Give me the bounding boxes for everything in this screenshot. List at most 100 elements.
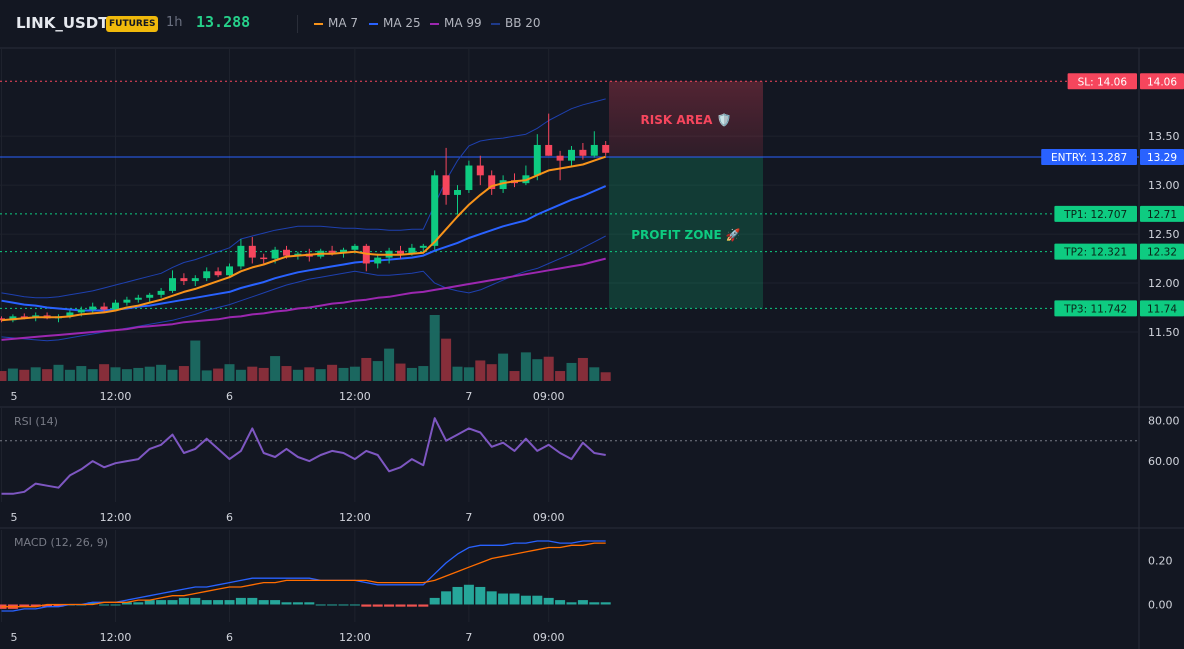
volume-bar [121, 369, 132, 381]
candle-body [556, 155, 564, 161]
macd-histogram-bar [532, 595, 543, 605]
macd-histogram-bar [224, 600, 235, 605]
candle-body [89, 306, 97, 310]
rsi-title: RSI (14) [14, 415, 58, 428]
candle-body [533, 144, 541, 176]
legend-ma99[interactable]: MA 99 [430, 16, 482, 30]
macd-histogram-bar [577, 600, 588, 605]
volume-bar [235, 369, 246, 381]
volume-bar [292, 369, 303, 381]
time-axis-label: 7 [465, 511, 472, 524]
level-axis-tag-sl [1140, 73, 1184, 90]
timeframe-label[interactable]: 1h [166, 15, 183, 30]
level-axis-label: 12.71 [1147, 209, 1177, 221]
candle-body [66, 312, 74, 317]
candle-body [271, 249, 279, 259]
volume-bar [315, 369, 326, 381]
macd-histogram-bar [543, 597, 554, 605]
volume-bar [509, 371, 520, 381]
volume-bar [156, 364, 167, 381]
volume-bar [384, 348, 395, 381]
volume-bar [76, 366, 87, 381]
macd-histogram-bar [349, 604, 360, 606]
legend-ma7[interactable]: MA 7 [314, 16, 358, 30]
legend-bb20-label: BB 20 [505, 16, 541, 30]
price-axis-label: 12.50 [1148, 228, 1180, 241]
macd-histogram-bar [167, 600, 178, 605]
market-type-badge: FUTURES [106, 16, 159, 32]
bb-upper-line [1, 98, 606, 299]
time-axis-label: 5 [11, 390, 18, 403]
candle-body [100, 306, 108, 310]
candle-body [157, 290, 165, 295]
volume-bar [532, 359, 543, 381]
risk-area-box [609, 81, 763, 158]
price-axis-label: 11.50 [1148, 326, 1180, 339]
time-axis-label: 09:00 [533, 511, 565, 524]
macd-histogram-bar [452, 586, 463, 605]
level-axis-tag-entry [1140, 149, 1184, 166]
macd-histogram-bar [99, 604, 110, 606]
time-axis-label: 7 [465, 631, 472, 644]
candle-body [169, 278, 176, 291]
candle-body [248, 245, 256, 258]
volume-bar [133, 367, 144, 381]
volume-bar [600, 372, 611, 381]
volume-bar [463, 367, 474, 381]
profit-zone-label: PROFIT ZONE 🚀 [631, 228, 741, 242]
symbol-name[interactable]: LINK_USDT [16, 14, 109, 32]
volume-bar [178, 366, 189, 381]
macd-histogram-bar [361, 604, 372, 607]
candle-body [499, 180, 507, 190]
candle-body [123, 299, 131, 303]
candle-body [328, 250, 336, 253]
candle-body [431, 175, 439, 246]
legend-ma25-label: MA 25 [383, 16, 421, 30]
candle-body [351, 245, 359, 250]
time-axis-label: 6 [226, 390, 233, 403]
macd-signal-line [1, 542, 606, 608]
volume-bar [110, 367, 121, 381]
macd-histogram-bar [19, 604, 30, 607]
rsi-line [1, 417, 606, 495]
level-tag-label: ENTRY: 13.287 [1051, 152, 1127, 164]
rsi-axis-label: 80.00 [1148, 414, 1180, 427]
macd-histogram-bar [53, 604, 64, 607]
level-axis-tag-tp1 [1140, 205, 1184, 222]
legend-ma99-label: MA 99 [444, 16, 482, 30]
volume-bar [0, 371, 7, 381]
candle-body [237, 245, 245, 267]
volume-bar [144, 366, 155, 381]
volume-bar [190, 340, 201, 381]
macd-histogram-bar [441, 591, 452, 605]
volume-bar [167, 369, 178, 381]
macd-histogram-bar [247, 597, 258, 605]
level-axis-label: 13.29 [1147, 152, 1177, 164]
profit-zone-box [609, 157, 763, 309]
legend-ma7-swatch [314, 22, 323, 25]
legend-ma25[interactable]: MA 25 [369, 16, 421, 30]
level-axis-tag-tp2 [1140, 243, 1184, 260]
macd-histogram-bar [475, 586, 486, 605]
time-axis-label: 6 [226, 511, 233, 524]
volume-bar [327, 364, 338, 381]
macd-histogram-bar [498, 593, 509, 605]
macd-histogram-bar [589, 602, 600, 605]
level-axis-label: 12.32 [1147, 247, 1177, 259]
legend-ma7-label: MA 7 [328, 16, 359, 30]
level-tag-label: SL: 14.06 [1078, 76, 1128, 88]
macd-histogram-bar [486, 591, 497, 605]
volume-bar [53, 364, 64, 381]
candle-body [602, 144, 610, 153]
level-axis-tag-tp3 [1140, 300, 1184, 317]
volume-bar [19, 369, 30, 381]
time-axis-label: 12:00 [100, 631, 132, 644]
macd-histogram-bar [42, 604, 53, 607]
volume-bar [589, 367, 600, 381]
candle-body [568, 149, 575, 161]
volume-bar [577, 357, 588, 381]
volume-bar [99, 364, 110, 381]
legend-bb20[interactable]: BB 20 [491, 16, 541, 30]
macd-histogram-bar [372, 604, 383, 607]
